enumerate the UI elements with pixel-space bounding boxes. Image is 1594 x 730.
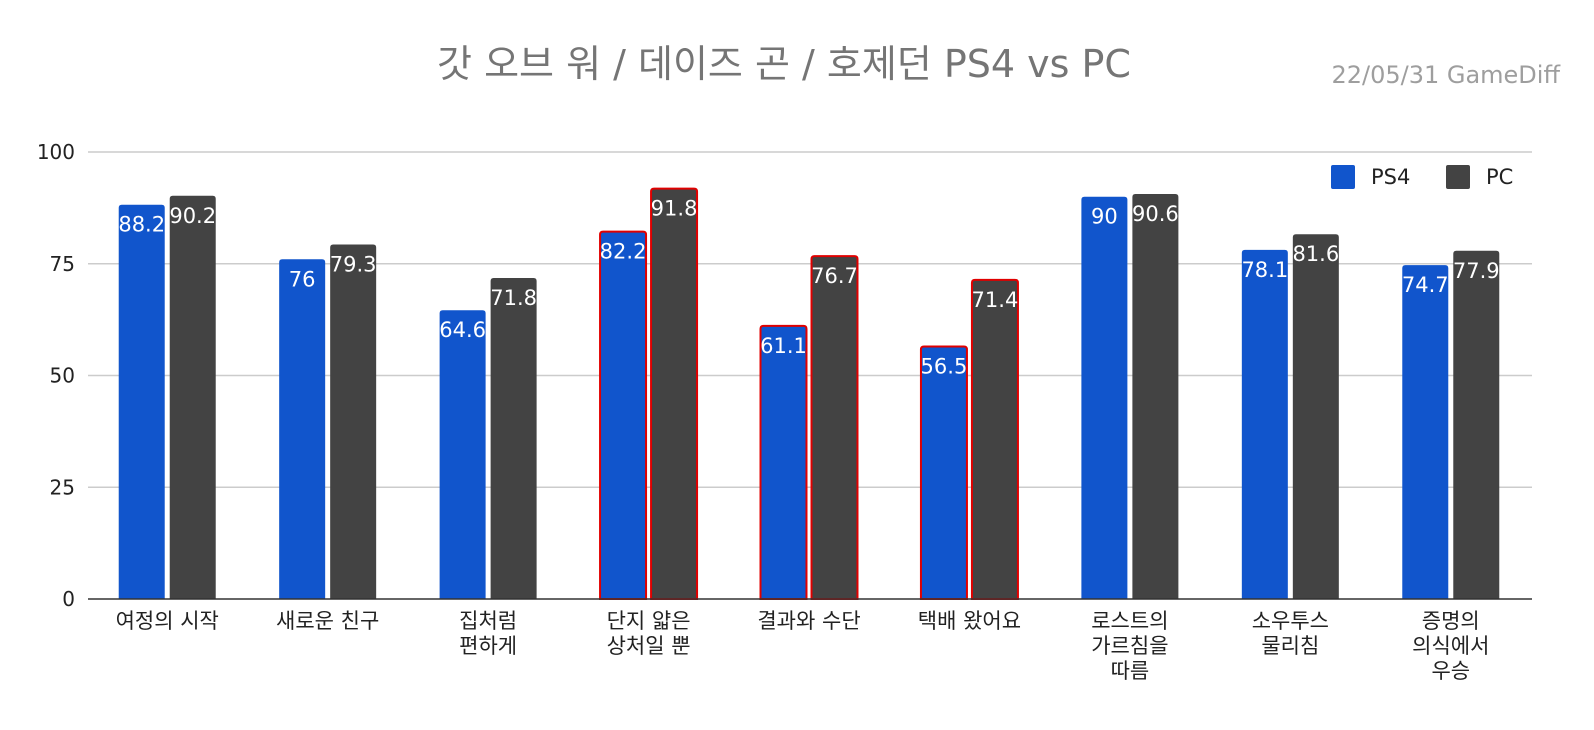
x-tick-label: 새로운 친구 [276, 609, 379, 633]
gridlines [88, 151, 1532, 488]
data-label-ps4: 88.2 [118, 213, 165, 237]
bar-pc [1453, 250, 1500, 600]
bar-pc [330, 244, 377, 600]
data-label-ps4: 74.7 [1402, 273, 1449, 297]
bars [118, 187, 1500, 600]
data-label-ps4: 64.6 [439, 318, 486, 342]
legend-swatch-ps4 [1331, 165, 1355, 189]
x-tick-label-line: 가르침을 [1091, 634, 1168, 658]
bar-pc [169, 195, 216, 599]
x-tick-label: 소우투스 물리침 [1252, 609, 1329, 658]
bar-ps4 [1402, 265, 1449, 599]
x-tick-label-line: 증명의 [1422, 609, 1480, 633]
y-tick-label: 75 [50, 252, 75, 276]
legend-label-pc: PC [1486, 165, 1513, 189]
bar-pc [490, 278, 537, 599]
bar-ps4 [919, 345, 968, 600]
data-label-pc: 91.8 [651, 197, 698, 221]
x-tick-label-line: 집처럼 [459, 609, 517, 633]
chart-title: 갓 오브 워 / 데이즈 곤 / 호제던 PS4 vs PC [437, 42, 1131, 86]
data-label-ps4: 61.1 [760, 334, 807, 358]
legend-swatch-pc [1446, 165, 1470, 189]
x-tick-label: 집처럼 편하게 [459, 609, 517, 658]
data-label-pc: 76.7 [811, 264, 858, 288]
bar-pc [1132, 194, 1179, 599]
x-tick-label: 증명의 의식에서 우승 [1412, 609, 1489, 683]
data-label-ps4: 90 [1091, 205, 1118, 229]
bar-ps4 [599, 230, 648, 600]
bar-ps4 [1241, 249, 1288, 599]
data-label-ps4: 56.5 [921, 354, 968, 378]
x-tick-label-line: 택배 왔어요 [918, 609, 1021, 633]
data-label-pc: 81.6 [1292, 242, 1339, 266]
x-tick-label-line: 따름 [1111, 659, 1150, 683]
data-label-ps4: 78.1 [1241, 258, 1288, 282]
data-label-pc: 71.4 [972, 288, 1019, 312]
bar-ps4 [439, 310, 486, 599]
x-tick-label-line: 여정의 시작 [116, 609, 219, 633]
x-tick-label-line: 결과와 수단 [757, 609, 860, 633]
x-tick-label-line: 단지 얇은 [607, 609, 691, 633]
legend-label-ps4: PS4 [1371, 165, 1410, 189]
x-tick-label: 결과와 수단 [757, 609, 860, 633]
y-tick-label: 25 [50, 475, 75, 499]
x-tick-label-line: 새로운 친구 [276, 609, 379, 633]
y-tick-label: 0 [62, 587, 75, 611]
data-labels: 88.2 90.2 76 79.3 64.671.8 82.291.8 61.1 76.7 56… [118, 197, 1499, 379]
x-axis-ticks: 여정의 시작 새로운 친구 집처럼 편하게 단지 얇은 상처일 뿐 결과와 수단 택배 왔어요… [116, 609, 1490, 683]
x-tick-label-line: 소우투스 [1252, 609, 1329, 633]
data-label-ps4: 76 [289, 267, 316, 291]
x-tick-label-line: 우승 [1431, 659, 1470, 683]
bar-ps4 [279, 259, 326, 599]
bar-ps4 [118, 204, 165, 599]
data-label-pc: 71.8 [490, 286, 537, 310]
x-tick-label: 단지 얇은 상처일 뿐 [607, 609, 691, 658]
data-label-pc: 90.2 [169, 204, 216, 228]
legend: PS4 PC [1331, 165, 1513, 189]
y-axis-ticks: 0 25 50 75 100 [37, 140, 75, 611]
x-tick-label-line: 편하게 [459, 634, 517, 658]
x-tick-label-line: 로스트의 [1091, 609, 1168, 633]
bar-pc [970, 278, 1019, 600]
x-tick-label: 여정의 시작 [116, 609, 219, 633]
data-label-pc: 90.6 [1132, 202, 1179, 226]
bar-ps4 [1081, 196, 1128, 599]
x-tick-label-line: 물리침 [1261, 634, 1319, 658]
bar-ps4 [759, 324, 808, 600]
bar-pc [1292, 234, 1339, 600]
data-label-pc: 77.9 [1453, 259, 1500, 283]
data-label-pc: 79.3 [330, 253, 377, 277]
x-tick-label: 로스트의 가르침을 따름 [1091, 609, 1168, 683]
x-tick-label: 택배 왔어요 [918, 609, 1021, 633]
chart-subtitle: 22/05/31 GameDiff [1331, 61, 1560, 89]
bar-pc [810, 255, 859, 600]
x-tick-label-line: 상처일 뿐 [607, 634, 691, 658]
bar-pc [650, 187, 699, 600]
data-label-ps4: 82.2 [600, 240, 647, 264]
y-tick-label: 50 [50, 364, 75, 388]
x-tick-label-line: 의식에서 [1412, 634, 1489, 658]
y-tick-label: 100 [37, 140, 75, 164]
